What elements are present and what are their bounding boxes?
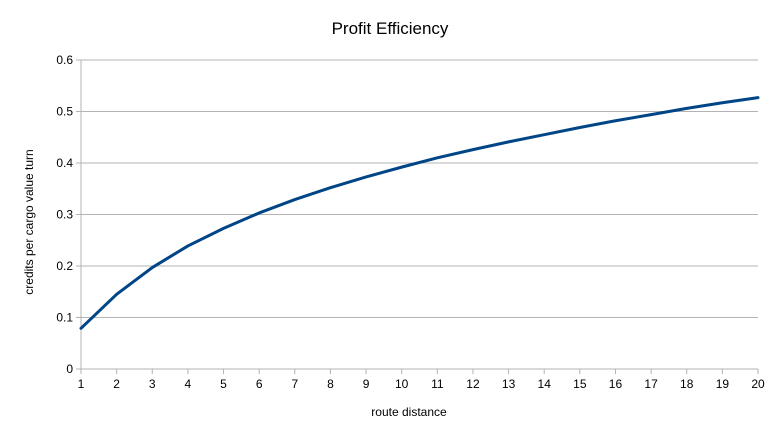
x-tick-label: 12 [466,377,480,391]
y-axis-label: credits per cargo value turn [22,149,36,294]
x-tick-label: 5 [220,377,227,391]
x-tick-label: 18 [680,377,694,391]
x-tick-label: 8 [327,377,334,391]
y-tick-label: 0.4 [56,156,73,170]
x-tick-label: 20 [751,377,765,391]
x-axis-ticks: 1 2 3 4 5 6 7 8 9 10 11 12 13 14 15 16 17 18 19 20 [78,369,765,391]
y-tick-label: 0 [66,362,73,376]
chart-title: Profit Efficiency [332,19,449,38]
x-tick-label: 9 [363,377,370,391]
x-tick-label: 1 [78,377,85,391]
y-tick-label: 0.6 [56,53,73,67]
x-tick-label: 11 [431,377,444,391]
x-axis-label: route distance [371,405,447,419]
x-tick-label: 14 [538,377,552,391]
x-tick-label: 15 [573,377,587,391]
x-tick-label: 4 [185,377,192,391]
x-tick-label: 10 [395,377,409,391]
y-tick-label: 0.2 [56,259,73,273]
x-tick-label: 2 [113,377,120,391]
gridlines [81,59,758,370]
series-line [79,96,760,330]
y-axis-ticks: 0 0.1 0.2 0.3 0.4 0.5 0.6 [56,53,81,376]
x-tick-label: 7 [291,377,298,391]
x-tick-label: 3 [149,377,156,391]
x-tick-label: 16 [609,377,623,391]
y-tick-label: 0.3 [56,208,73,222]
series-group [79,96,760,330]
x-tick-label: 19 [716,377,730,391]
y-tick-label: 0.5 [56,105,73,119]
x-tick-label: 6 [256,377,263,391]
x-tick-label: 13 [502,377,516,391]
y-tick-label: 0.1 [56,311,73,325]
x-tick-label: 17 [644,377,658,391]
